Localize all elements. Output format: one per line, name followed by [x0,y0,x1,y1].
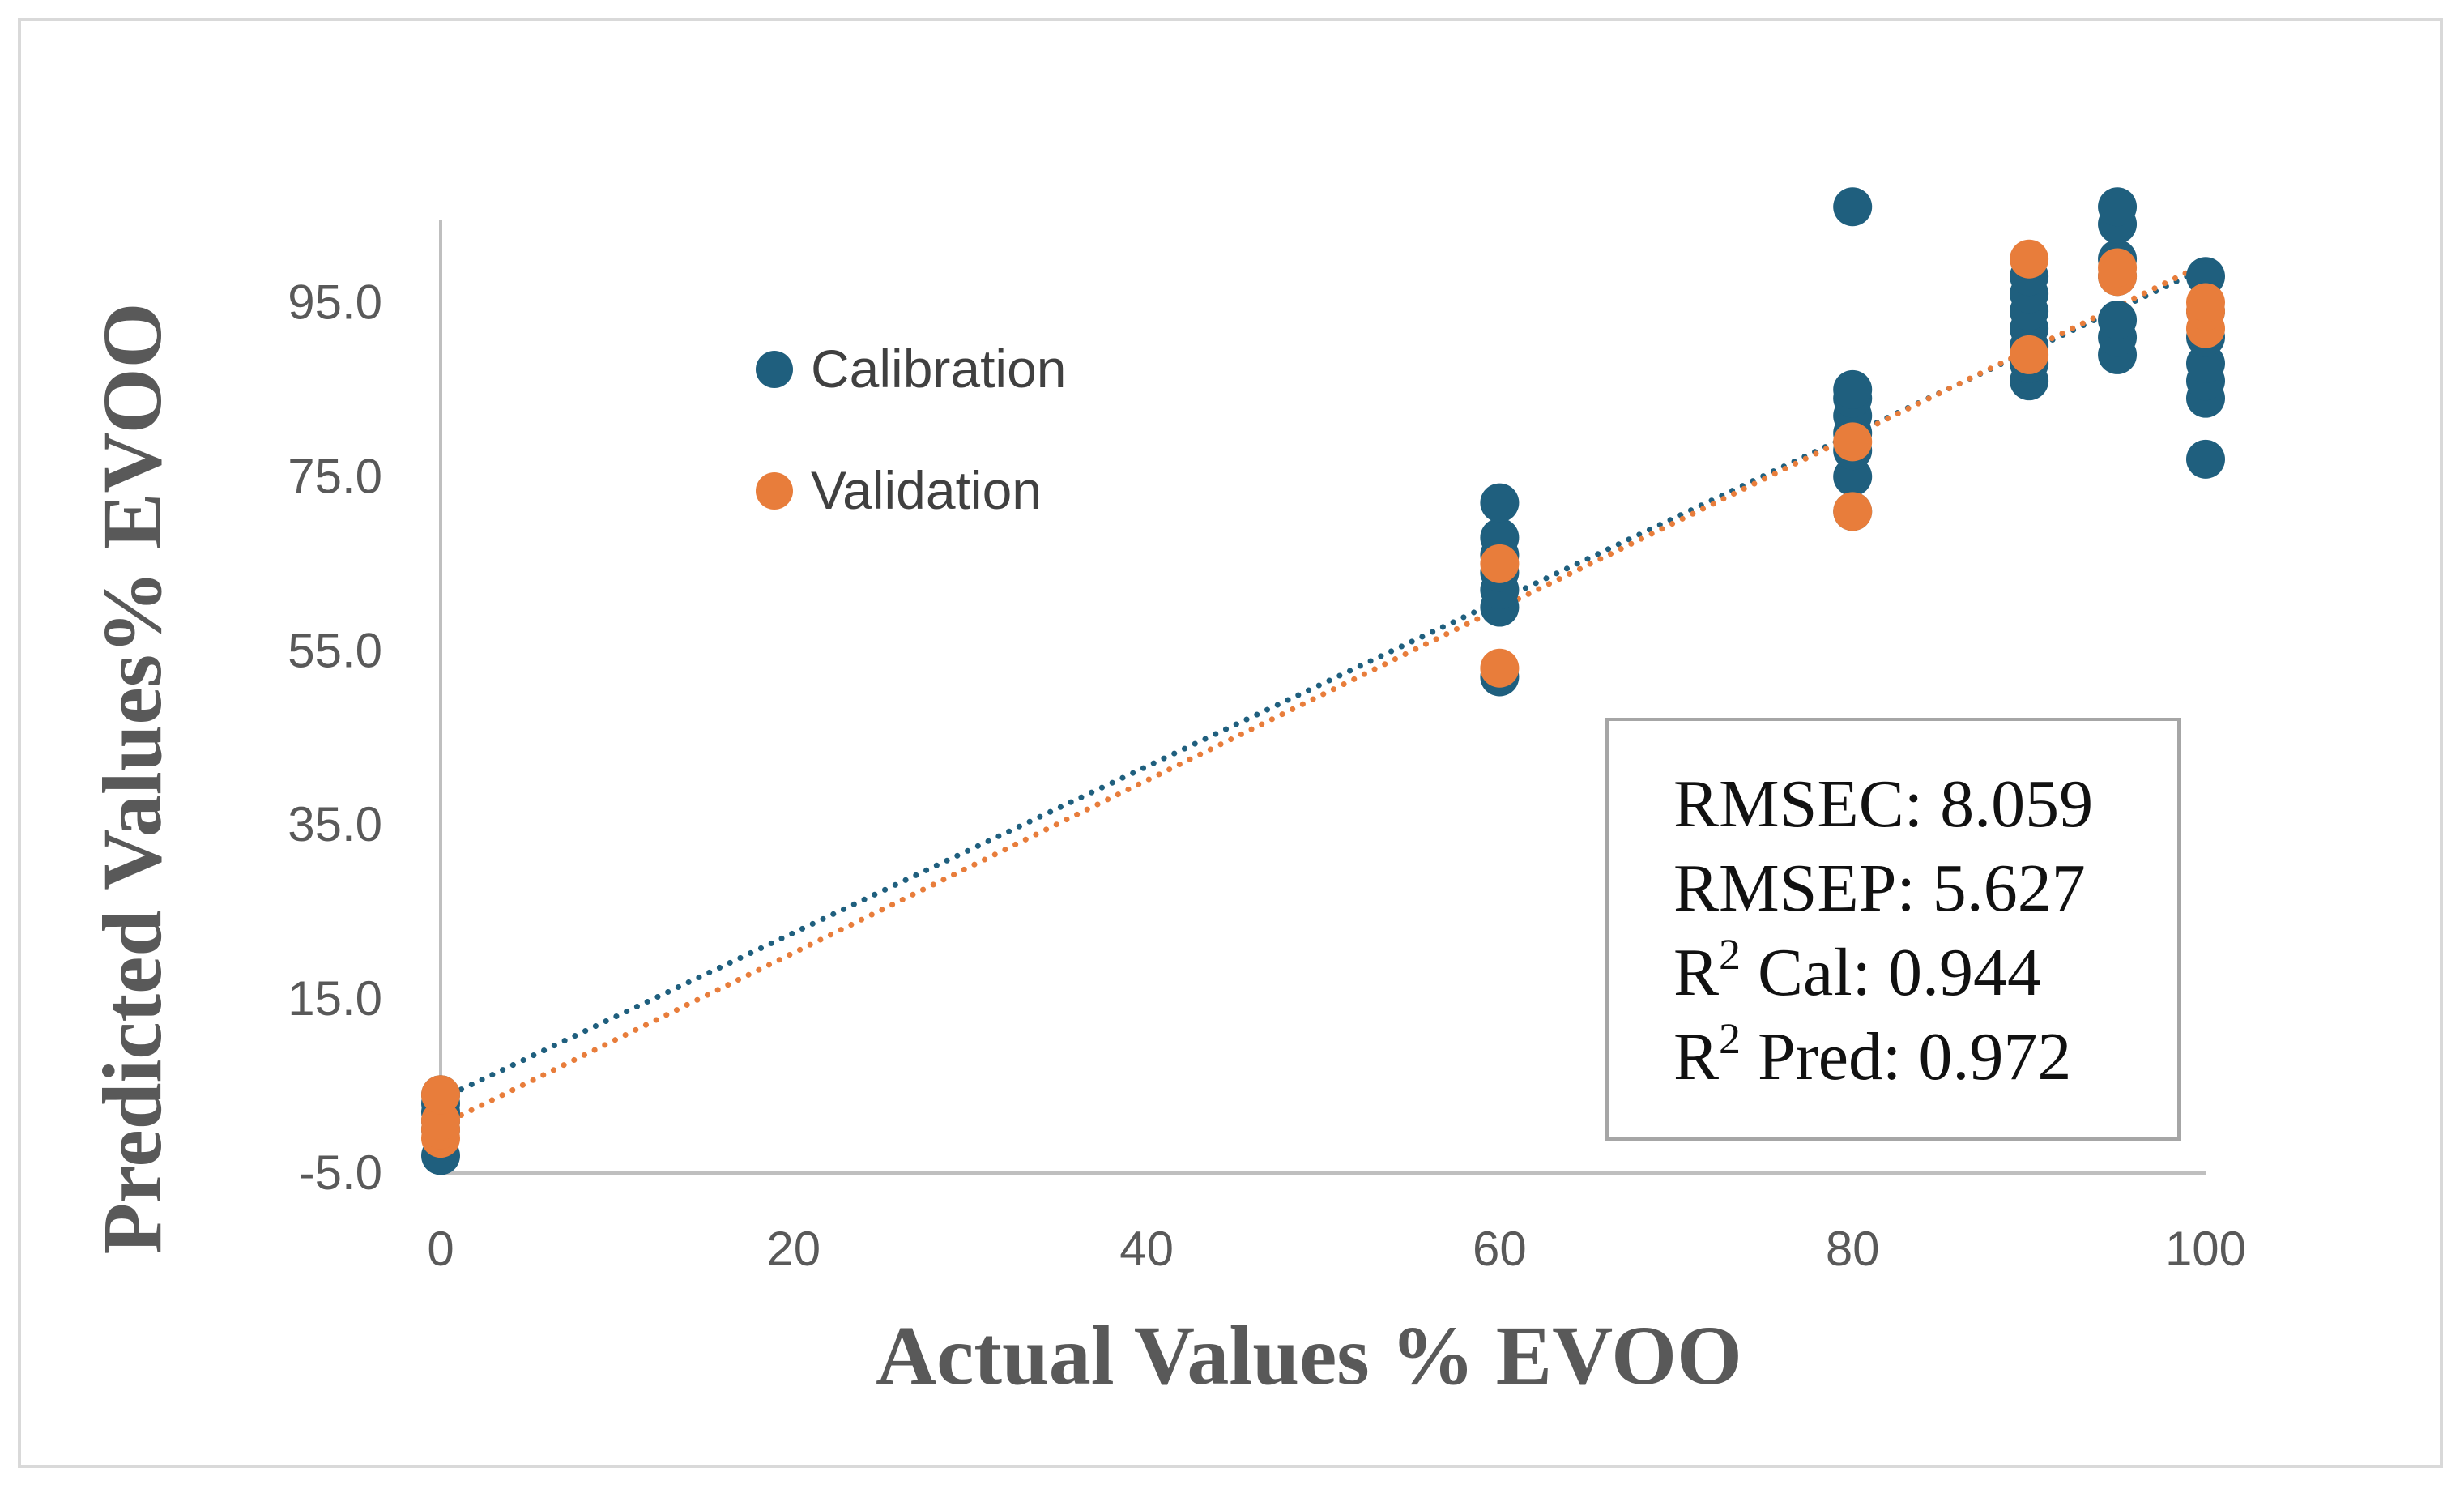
axes-layer [439,220,2206,1175]
calibration-point [2098,300,2138,339]
x-tick-label: 100 [2165,1222,2246,1276]
validation-point [421,1075,460,1115]
legend-validation-marker [756,472,793,510]
chart-frame: 0 20 40 60 80 100 -5.0 15.0 35.0 55.0 75.0 95.0 Pre… [18,18,2443,1468]
x-tick-label: 20 [766,1222,821,1276]
legend: Calibration Validation [756,339,1067,520]
y-tick-label: 55.0 [288,623,382,677]
validation-point [2186,283,2225,322]
calibration-point [2098,187,2138,227]
stats-line-r2-cal: R2 Cal: 0.944 [1673,930,2041,1010]
legend-validation-label: Validation [811,460,1042,520]
x-tick-label: 80 [1826,1222,1880,1276]
validation-trendline [437,260,2209,1128]
validation-point [1480,648,1520,688]
calibration-point [1833,369,1873,409]
x-axis-title: Actual Values % EVOO [876,1309,1742,1402]
validation-point [2098,248,2138,288]
stats-line-rmsep: RMSEP: 5.627 [1673,851,2086,926]
stats-box-border [1605,718,2181,1141]
calibration-point [1480,483,1520,523]
validation-point [1833,422,1873,462]
calibration-point [2186,439,2225,479]
trendlines [437,260,2209,1128]
legend-calibration-label: Calibration [811,339,1067,399]
validation-point [1833,492,1873,531]
x-tick-label: 60 [1473,1222,1527,1276]
y-tick-label: -5.0 [299,1146,382,1200]
validation-point [2010,335,2049,374]
stats-line-rmsec: RMSEC: 8.059 [1673,766,2093,842]
scatter-chart: 0 20 40 60 80 100 -5.0 15.0 35.0 55.0 75.0 95.0 Pre… [86,187,2246,1402]
legend-calibration-marker [756,351,793,388]
validation-point [2010,239,2049,279]
validation-point [1480,544,1520,583]
y-tick-label: 35.0 [288,797,382,851]
x-tick-label: 0 [427,1222,454,1276]
calibration-point [1833,187,1873,227]
y-axis-title: Predicted Values% EVOO [86,303,179,1255]
y-tick-label: 95.0 [288,275,382,329]
y-tick-label: 15.0 [288,971,382,1026]
data-points [421,187,2225,1175]
stats-annotation-box: RMSEC: 8.059 RMSEP: 5.627 R2 Cal: 0.944 … [1605,718,2181,1141]
stats-line-r2-pred: R2 Pred: 0.972 [1673,1014,2071,1094]
x-tick-label: 40 [1119,1222,1174,1276]
y-tick-label: 75.0 [288,449,382,503]
tick-labels: 0 20 40 60 80 100 -5.0 15.0 35.0 55.0 75.0 95.0 [288,275,2246,1276]
